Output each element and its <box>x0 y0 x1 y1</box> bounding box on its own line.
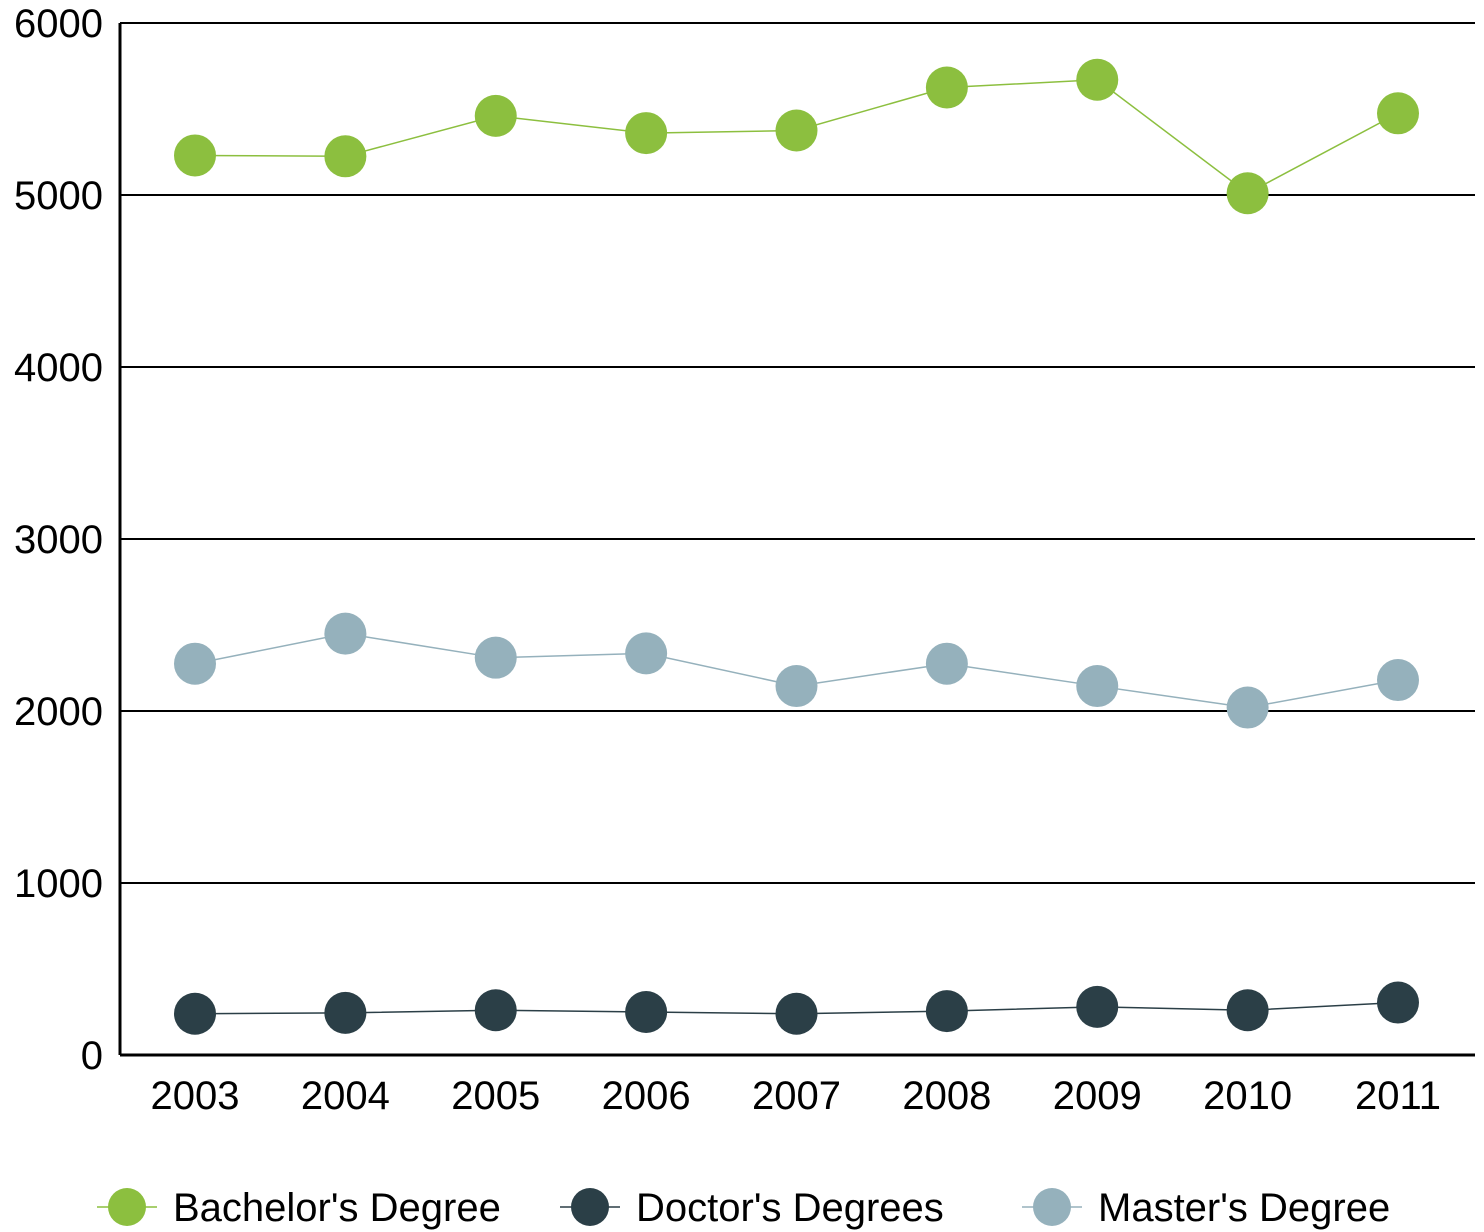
legend-marker <box>1033 1188 1071 1226</box>
axes <box>118 23 1475 1057</box>
x-tick-label: 2010 <box>1203 1074 1292 1118</box>
data-point <box>174 134 216 177</box>
data-point <box>474 94 517 137</box>
data-point <box>775 992 818 1035</box>
legend: Bachelor's Degree Doctor's Degrees Master'… <box>97 1186 1390 1230</box>
grid-lines <box>120 22 1475 884</box>
data-point <box>474 989 517 1032</box>
data-point <box>775 665 818 708</box>
x-tick-label: 2006 <box>602 1074 691 1118</box>
data-point <box>1377 981 1419 1024</box>
y-tick-label: 2000 <box>14 690 103 734</box>
x-tick-label: 2007 <box>752 1074 841 1118</box>
data-point <box>324 612 367 655</box>
data-point <box>925 642 968 685</box>
legend-item: Bachelor's Degree <box>97 1186 501 1230</box>
x-tick-label: 2005 <box>451 1074 540 1118</box>
series-2 <box>174 612 1419 729</box>
data-point <box>925 990 968 1033</box>
y-tick-label: 4000 <box>14 346 103 390</box>
data-point <box>1226 686 1269 729</box>
y-axis-tick-labels: 0 1000 2000 3000 4000 5000 6000 <box>14 2 103 1078</box>
data-point <box>174 992 216 1035</box>
x-tick-label: 2003 <box>151 1074 240 1118</box>
x-axis-tick-labels: 2003 2004 2005 2006 2007 2008 2009 2010 2011 <box>151 1074 1442 1118</box>
legend-item: Master's Degree <box>1022 1186 1390 1230</box>
x-tick-label: 2004 <box>301 1074 390 1118</box>
data-point <box>174 642 216 685</box>
data-point <box>474 636 517 679</box>
data-point <box>324 135 367 178</box>
data-point <box>625 112 668 155</box>
legend-label: Bachelor's Degree <box>173 1186 501 1230</box>
data-point <box>625 991 668 1033</box>
series-layer <box>174 58 1419 1035</box>
data-point <box>1377 92 1419 135</box>
x-tick-label: 2009 <box>1053 1074 1142 1118</box>
legend-marker <box>571 1188 609 1226</box>
y-tick-label: 3000 <box>14 518 103 562</box>
data-point <box>1226 989 1269 1032</box>
data-point <box>1076 665 1119 708</box>
data-point <box>775 109 818 152</box>
data-point <box>1076 58 1119 101</box>
data-point <box>925 66 968 109</box>
data-point <box>625 632 668 675</box>
x-tick-label: 2011 <box>1355 1074 1441 1118</box>
y-tick-label: 1000 <box>14 862 103 906</box>
legend-label: Master's Degree <box>1098 1186 1390 1230</box>
series-0 <box>174 58 1419 215</box>
legend-marker <box>108 1188 146 1226</box>
legend-label: Doctor's Degrees <box>636 1186 944 1230</box>
data-point <box>1226 172 1269 215</box>
data-point <box>1377 659 1419 702</box>
series-1 <box>174 981 1419 1035</box>
x-tick-label: 2008 <box>902 1074 991 1118</box>
y-tick-label: 6000 <box>14 2 103 46</box>
y-tick-label: 5000 <box>14 174 103 218</box>
y-tick-label: 0 <box>81 1034 103 1078</box>
legend-item: Doctor's Degrees <box>560 1186 944 1230</box>
data-point <box>324 991 367 1034</box>
data-point <box>1076 985 1119 1028</box>
